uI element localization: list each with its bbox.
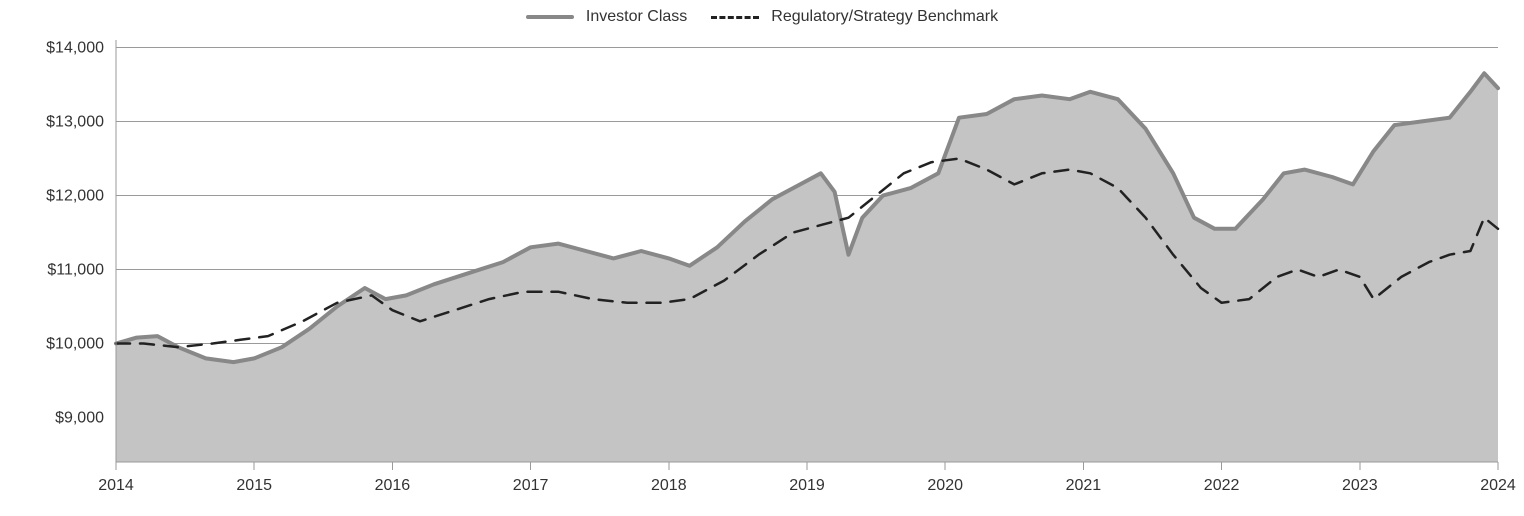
- plot-svg: $9,000 $10,000 $11,000 $12,000 $13,000 $14,00…: [0, 0, 1524, 516]
- y-tick-label: $9,000: [55, 410, 104, 427]
- y-tick-label: $14,000: [46, 39, 104, 56]
- series-area-investor: [116, 73, 1498, 462]
- y-tick-label: $12,000: [46, 187, 104, 204]
- x-tick-label: 2017: [513, 477, 549, 494]
- x-tick-label: 2018: [651, 477, 687, 494]
- x-tick-label: 2015: [236, 477, 272, 494]
- x-tick-label: 2014: [98, 477, 134, 494]
- x-tick-label: 2019: [789, 477, 825, 494]
- x-tick-label: 2024: [1480, 477, 1516, 494]
- x-tick-label: 2021: [1066, 477, 1102, 494]
- x-tick-label: 2016: [375, 477, 411, 494]
- y-tick-label: $13,000: [46, 113, 104, 130]
- x-tick-label: 2023: [1342, 477, 1378, 494]
- area-group: [116, 73, 1498, 462]
- x-tick-label: 2020: [927, 477, 963, 494]
- growth-chart: Investor Class Regulatory/Strategy Bench…: [0, 0, 1524, 516]
- y-tick-label: $10,000: [46, 336, 104, 353]
- x-tick-label: 2022: [1204, 477, 1240, 494]
- y-tick-label: $11,000: [47, 262, 104, 279]
